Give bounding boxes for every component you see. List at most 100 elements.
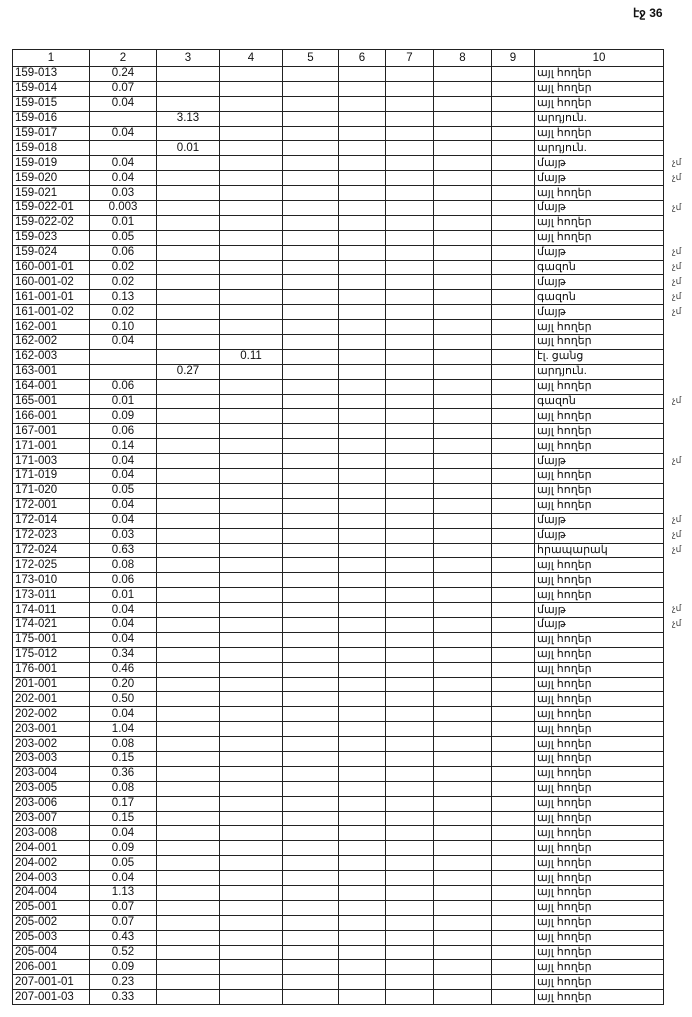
- table-row: 203-003 0.15 այլ հողեր: [12, 750, 664, 767]
- col-9-cell: [491, 587, 535, 604]
- col-9-cell: [491, 661, 535, 678]
- col-6-cell: [338, 125, 386, 142]
- col-2-cell: 0.04: [89, 125, 157, 142]
- col-7-cell: [385, 780, 434, 797]
- col-7-cell: [385, 691, 434, 708]
- col-3-cell: [156, 95, 220, 112]
- col-4-cell: [219, 855, 283, 872]
- col-9-cell: [491, 959, 535, 976]
- col-2-cell: 0.17: [89, 795, 157, 812]
- col-4-cell: [219, 393, 283, 410]
- col-7-cell: [385, 527, 434, 544]
- land-type-cell: այլ հողեր: [534, 825, 664, 842]
- parcel-code-cell: 203-007: [12, 810, 90, 827]
- col-6-cell: [338, 512, 386, 529]
- parcel-code-cell: 172-014: [12, 512, 90, 529]
- table-row: 159-024 0.06 մայթ: [12, 244, 664, 261]
- parcel-code-cell: 159-020: [12, 170, 90, 187]
- col-5-cell: [282, 542, 339, 559]
- col-3-cell: [156, 393, 220, 410]
- col-9-cell: [491, 750, 535, 767]
- col-6-cell: [338, 765, 386, 782]
- land-type-cell: մայթ: [534, 155, 664, 172]
- col-4-cell: [219, 200, 283, 216]
- col-5-cell: [282, 870, 339, 886]
- col-7-cell: [385, 587, 434, 604]
- col-6-cell: [338, 393, 386, 410]
- land-type-cell: մայթ: [534, 527, 664, 544]
- col-7-cell: [385, 884, 434, 901]
- table-row: 171-001 0.14 այլ հողեր: [12, 438, 664, 455]
- col-6-cell: [338, 423, 386, 440]
- table-row: 159-016 3.13 արդյուն.: [12, 110, 664, 127]
- col-7-cell: [385, 959, 434, 976]
- col-3-cell: [156, 319, 220, 336]
- land-type-cell: այլ հողեր: [534, 899, 664, 916]
- col-3-cell: [156, 959, 220, 976]
- col-7-cell: [385, 542, 434, 559]
- col-9-cell: [491, 497, 535, 514]
- col-6-cell: [338, 706, 386, 723]
- parcel-code-cell: 202-001: [12, 691, 90, 708]
- col-3-cell: [156, 348, 220, 365]
- col-5-cell: [282, 170, 339, 187]
- col-5-cell: [282, 304, 339, 321]
- table-row: 204-001 0.09 այլ հողեր: [12, 840, 664, 857]
- col-5-cell: [282, 736, 339, 752]
- land-type-cell: այլ հողեր: [534, 214, 664, 231]
- header-col-4: 4: [219, 49, 283, 67]
- col-3-cell: [156, 676, 220, 693]
- col-6-cell: [338, 438, 386, 455]
- col-7-cell: [385, 914, 434, 931]
- col-7-cell: [385, 855, 434, 872]
- col-6-cell: [338, 810, 386, 827]
- table-row: 159-015 0.04 այլ հողեր: [12, 95, 664, 112]
- col-2-cell: 0.04: [89, 170, 157, 187]
- col-6-cell: [338, 646, 386, 663]
- col-9-cell: [491, 229, 535, 246]
- col-8-cell: [433, 899, 492, 916]
- col-5-cell: [282, 914, 339, 931]
- parcel-code-cell: 167-001: [12, 423, 90, 440]
- col-7-cell: [385, 750, 434, 767]
- col-8-cell: [433, 691, 492, 708]
- land-type-cell: մայթ: [534, 274, 664, 291]
- col-3-cell: [156, 780, 220, 797]
- col-8-cell: [433, 393, 492, 410]
- col-9-cell: [491, 557, 535, 574]
- col-7-cell: [385, 602, 434, 618]
- col-4-cell: [219, 110, 283, 127]
- table-row: 165-001 0.01 գազոն: [12, 393, 664, 410]
- col-8-cell: [433, 944, 492, 961]
- col-4-cell: [219, 319, 283, 336]
- col-7-cell: [385, 155, 434, 172]
- land-type-cell: այլ հողեր: [534, 646, 664, 663]
- col-7-cell: [385, 244, 434, 261]
- land-type-cell: այլ հողեր: [534, 855, 664, 872]
- col-8-cell: [433, 497, 492, 514]
- col-2-cell: [89, 140, 157, 157]
- parcel-code-cell: 205-001: [12, 899, 90, 916]
- col-3-cell: [156, 884, 220, 901]
- col-7-cell: [385, 423, 434, 440]
- col-2-cell: 0.05: [89, 482, 157, 499]
- parcel-code-cell: 206-001: [12, 959, 90, 976]
- col-7-cell: [385, 482, 434, 499]
- col-7-cell: [385, 676, 434, 693]
- col-8-cell: [433, 542, 492, 559]
- parcel-code-cell: 176-001: [12, 661, 90, 678]
- col-2-cell: 0.05: [89, 229, 157, 246]
- col-9-cell: [491, 200, 535, 216]
- land-type-cell: մայթ: [534, 602, 664, 618]
- col-4-cell: [219, 795, 283, 812]
- col-7-cell: [385, 870, 434, 886]
- col-5-cell: [282, 155, 339, 172]
- land-type-cell: այլ հողեր: [534, 676, 664, 693]
- col-4-cell: [219, 587, 283, 604]
- col-6-cell: [338, 676, 386, 693]
- col-5-cell: [282, 334, 339, 350]
- col-3-cell: [156, 229, 220, 246]
- land-type-cell: այլ հողեր: [534, 750, 664, 767]
- col-2-cell: 0.09: [89, 840, 157, 857]
- header-col-10: 10: [534, 49, 664, 67]
